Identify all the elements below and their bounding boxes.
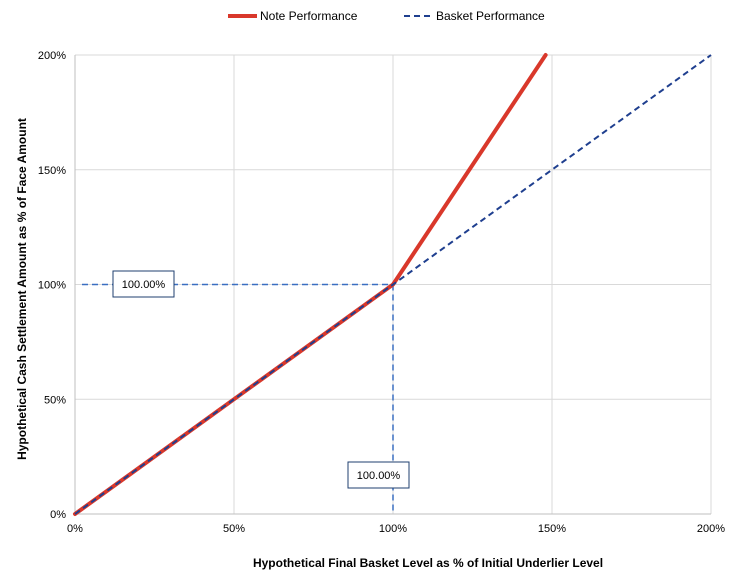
grid-lines	[74, 54, 712, 515]
x-callout-label: 100.00%	[357, 470, 401, 482]
x-callout-box	[347, 461, 410, 489]
basket-performance-line	[74, 54, 712, 515]
legend-label-basket-performance: Basket Performance	[436, 9, 545, 23]
legend-label-note-performance: Note Performance	[260, 9, 358, 23]
y-axis-title: Hypothetical Cash Settlement Amount as %…	[15, 118, 29, 460]
callouts: 100.00% 100.00%	[112, 270, 410, 489]
x-axis-title: Hypothetical Final Basket Level as % of …	[253, 556, 603, 570]
x-tick-label: 50%	[223, 523, 245, 535]
y-axis-tick-labels: 0% 50% 100% 150% 200%	[38, 50, 66, 521]
x-tick-label: 200%	[697, 523, 725, 535]
y-callout-label: 100.00%	[122, 279, 166, 291]
x-tick-label: 100%	[379, 523, 407, 535]
y-tick-label: 0%	[50, 509, 66, 521]
x-tick-label: 150%	[538, 523, 566, 535]
x-axis-tick-labels: 0% 50% 100% 150% 200%	[67, 523, 725, 535]
y-tick-label: 200%	[38, 50, 66, 62]
y-tick-label: 150%	[38, 165, 66, 177]
x-tick-label: 0%	[67, 523, 83, 535]
y-tick-label: 100%	[38, 280, 66, 292]
series-layer	[73, 53, 712, 516]
legend: Note Performance Basket Performance	[228, 9, 545, 23]
y-tick-label: 50%	[44, 394, 66, 406]
y-callout-box	[112, 270, 175, 298]
